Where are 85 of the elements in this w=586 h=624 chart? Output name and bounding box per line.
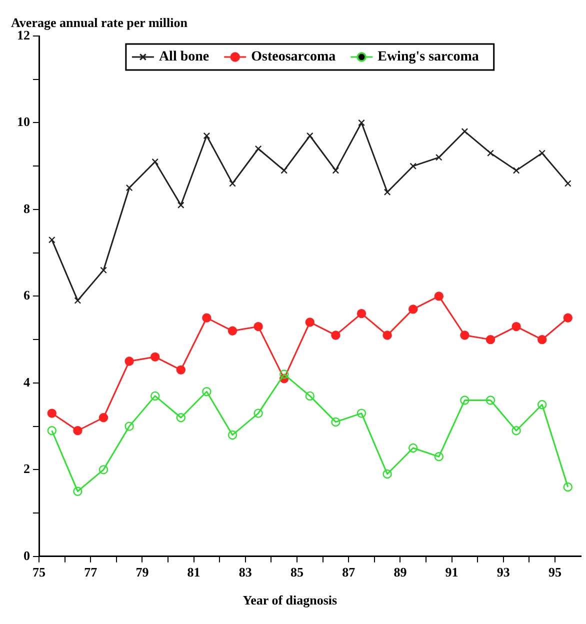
point [487, 150, 494, 157]
point [538, 400, 547, 410]
y-tick-label: 10 [17, 114, 30, 130]
point [408, 304, 418, 314]
point [177, 202, 184, 209]
point [382, 469, 392, 479]
y-tick-label: 8 [24, 200, 30, 216]
x-tick-label: 91 [445, 564, 458, 580]
point [538, 150, 546, 157]
y-tick-label: 12 [17, 27, 30, 42]
x-axis-title: Year of diagnosis [242, 592, 338, 608]
point [564, 180, 572, 187]
point [410, 162, 417, 170]
point [305, 391, 314, 401]
point [305, 318, 314, 327]
point [331, 417, 340, 427]
point [486, 396, 496, 405]
point [461, 128, 468, 135]
x-tick-label: 93 [496, 564, 510, 580]
point [202, 313, 212, 322]
point [563, 313, 572, 322]
point [74, 297, 82, 304]
point [202, 387, 212, 396]
point [358, 119, 365, 126]
point [176, 365, 186, 375]
point [486, 334, 496, 344]
point [435, 154, 442, 161]
point [98, 413, 108, 422]
x-tick-label: 87 [342, 564, 356, 580]
point [124, 356, 134, 366]
point [512, 426, 521, 436]
point [356, 308, 366, 318]
point [460, 396, 470, 405]
point [73, 426, 82, 436]
x-tick-label: 85 [290, 564, 304, 580]
point [48, 236, 56, 244]
point [47, 426, 56, 436]
legend-label: Ewing's sarcoma [378, 50, 479, 65]
x-tick-label: 75 [32, 564, 46, 580]
point [100, 266, 107, 274]
point [538, 334, 547, 344]
point [98, 465, 108, 474]
point [176, 413, 186, 422]
point [254, 145, 262, 152]
point [434, 292, 444, 301]
point [229, 180, 236, 187]
legend-label: Osteosarcoma [251, 50, 336, 65]
y-axis-title: Average annual rate per million [11, 14, 188, 30]
point [228, 326, 238, 336]
point [434, 452, 444, 462]
point [126, 184, 133, 192]
x-tick-label: 95 [548, 564, 562, 580]
point [254, 322, 263, 332]
x-tick-label: 79 [136, 564, 150, 580]
point [152, 158, 159, 166]
point [73, 486, 82, 496]
point [384, 188, 391, 196]
point [203, 132, 210, 140]
point [512, 167, 520, 174]
x-tick-label: 83 [238, 564, 252, 580]
y-tick-label: 6 [24, 288, 30, 303]
point [408, 443, 418, 453]
point [332, 167, 340, 174]
point [47, 408, 56, 418]
x-tick-label: 77 [84, 564, 98, 580]
point [150, 391, 160, 401]
point [150, 352, 160, 362]
point [382, 330, 392, 340]
point [356, 408, 366, 418]
point [280, 370, 289, 379]
point [254, 408, 263, 418]
y-tick-label: 0 [24, 548, 30, 563]
point [512, 322, 521, 332]
point [563, 482, 572, 492]
y-tick-label: 2 [24, 461, 30, 476]
point [280, 167, 288, 174]
legend-label: All bone [158, 50, 210, 65]
point [124, 422, 134, 431]
x-tick-label: 89 [394, 564, 408, 580]
point [228, 430, 238, 440]
point [460, 330, 470, 340]
y-tick-label: 4 [24, 374, 30, 390]
point [306, 132, 314, 140]
x-tick-label: 81 [187, 564, 200, 580]
point [331, 330, 340, 340]
